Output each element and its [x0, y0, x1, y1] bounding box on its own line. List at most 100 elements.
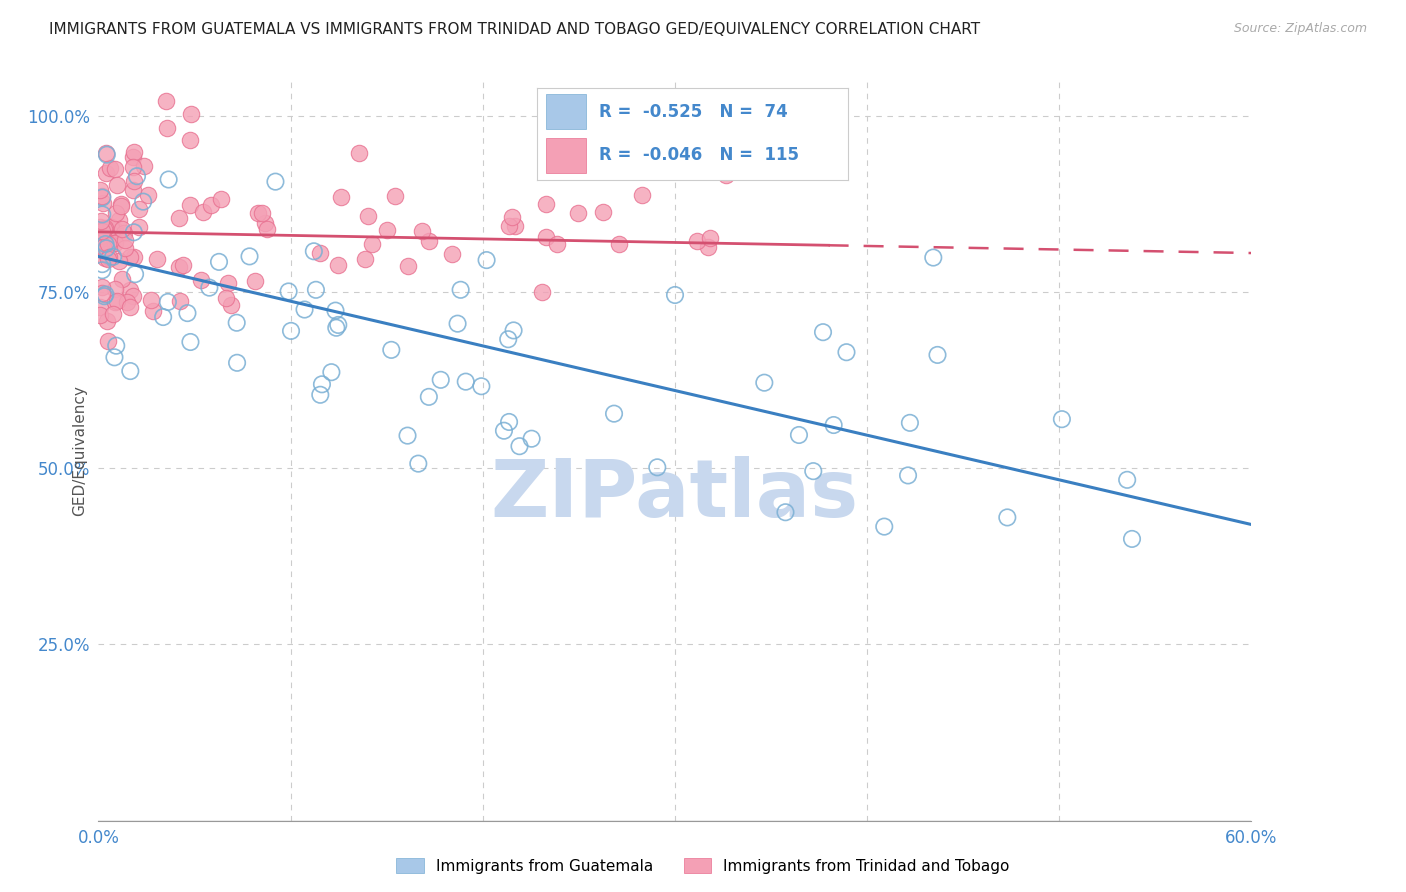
Point: [114, 233, 136, 247]
Point: [98, 219, 121, 234]
Point: [697, 239, 720, 253]
Point: [167, 211, 190, 225]
Point: [142, 304, 165, 318]
Point: [132, 194, 155, 209]
Point: [103, 351, 125, 365]
Point: [325, 320, 347, 334]
Point: [294, 302, 316, 317]
Point: [208, 255, 231, 269]
Point: [328, 318, 350, 332]
Point: [897, 468, 920, 483]
Point: [118, 300, 141, 314]
Point: [93, 289, 115, 303]
Point: [581, 141, 603, 155]
Point: [121, 289, 143, 303]
Point: [96, 247, 118, 261]
Point: [90, 224, 112, 238]
Point: [835, 345, 858, 359]
Point: [93, 222, 115, 236]
Point: [94, 166, 117, 180]
Point: [111, 221, 134, 235]
Point: [94, 287, 117, 301]
Point: [190, 273, 212, 287]
Point: [91, 263, 114, 277]
Point: [97, 237, 120, 252]
Point: [454, 375, 477, 389]
Point: [221, 298, 243, 312]
Point: [775, 505, 797, 519]
Point: [96, 230, 118, 244]
Point: [264, 175, 287, 189]
Point: [191, 204, 214, 219]
Point: [603, 407, 626, 421]
Point: [152, 310, 174, 324]
Point: [496, 332, 519, 346]
Point: [380, 343, 402, 357]
Point: [96, 147, 118, 161]
Point: [408, 457, 430, 471]
Point: [112, 227, 135, 241]
Point: [104, 206, 127, 220]
Point: [311, 377, 333, 392]
Point: [520, 432, 543, 446]
Point: [321, 365, 343, 379]
Point: [101, 250, 124, 264]
Point: [567, 206, 589, 220]
Point: [325, 303, 347, 318]
Point: [450, 283, 472, 297]
Point: [384, 188, 406, 202]
Point: [167, 260, 190, 274]
Point: [1121, 532, 1143, 546]
Point: [122, 183, 145, 197]
Point: [110, 196, 132, 211]
Point: [91, 257, 114, 271]
Point: [243, 274, 266, 288]
Point: [94, 221, 117, 235]
Point: [238, 249, 260, 263]
Point: [256, 222, 278, 236]
Point: [172, 259, 194, 273]
Point: [305, 283, 328, 297]
Point: [823, 417, 845, 432]
Point: [470, 379, 492, 393]
Point: [247, 206, 270, 220]
Point: [156, 120, 179, 135]
Point: [136, 188, 159, 202]
Point: [89, 308, 111, 322]
Point: [139, 293, 162, 307]
Point: [125, 169, 148, 184]
Point: [90, 238, 112, 252]
Point: [508, 439, 530, 453]
Point: [530, 285, 553, 299]
Point: [96, 146, 118, 161]
Point: [502, 323, 524, 337]
Point: [114, 241, 136, 255]
Point: [96, 241, 118, 255]
Point: [699, 231, 721, 245]
Point: [995, 510, 1018, 524]
Point: [475, 253, 498, 268]
Point: [1116, 473, 1139, 487]
Point: [91, 195, 114, 210]
Point: [105, 339, 128, 353]
Point: [226, 356, 249, 370]
Point: [280, 324, 302, 338]
Point: [122, 160, 145, 174]
Point: [754, 376, 776, 390]
Point: [122, 225, 145, 239]
Point: [396, 428, 419, 442]
Point: [89, 183, 111, 197]
Point: [100, 237, 122, 252]
Point: [91, 189, 114, 203]
Point: [179, 133, 201, 147]
Point: [104, 162, 127, 177]
Text: Source: ZipAtlas.com: Source: ZipAtlas.com: [1233, 22, 1367, 36]
Point: [110, 199, 132, 213]
Point: [446, 317, 468, 331]
Point: [156, 295, 179, 310]
Point: [179, 334, 201, 349]
Point: [302, 244, 325, 259]
Point: [546, 237, 568, 252]
Point: [122, 145, 145, 159]
Point: [90, 229, 112, 244]
